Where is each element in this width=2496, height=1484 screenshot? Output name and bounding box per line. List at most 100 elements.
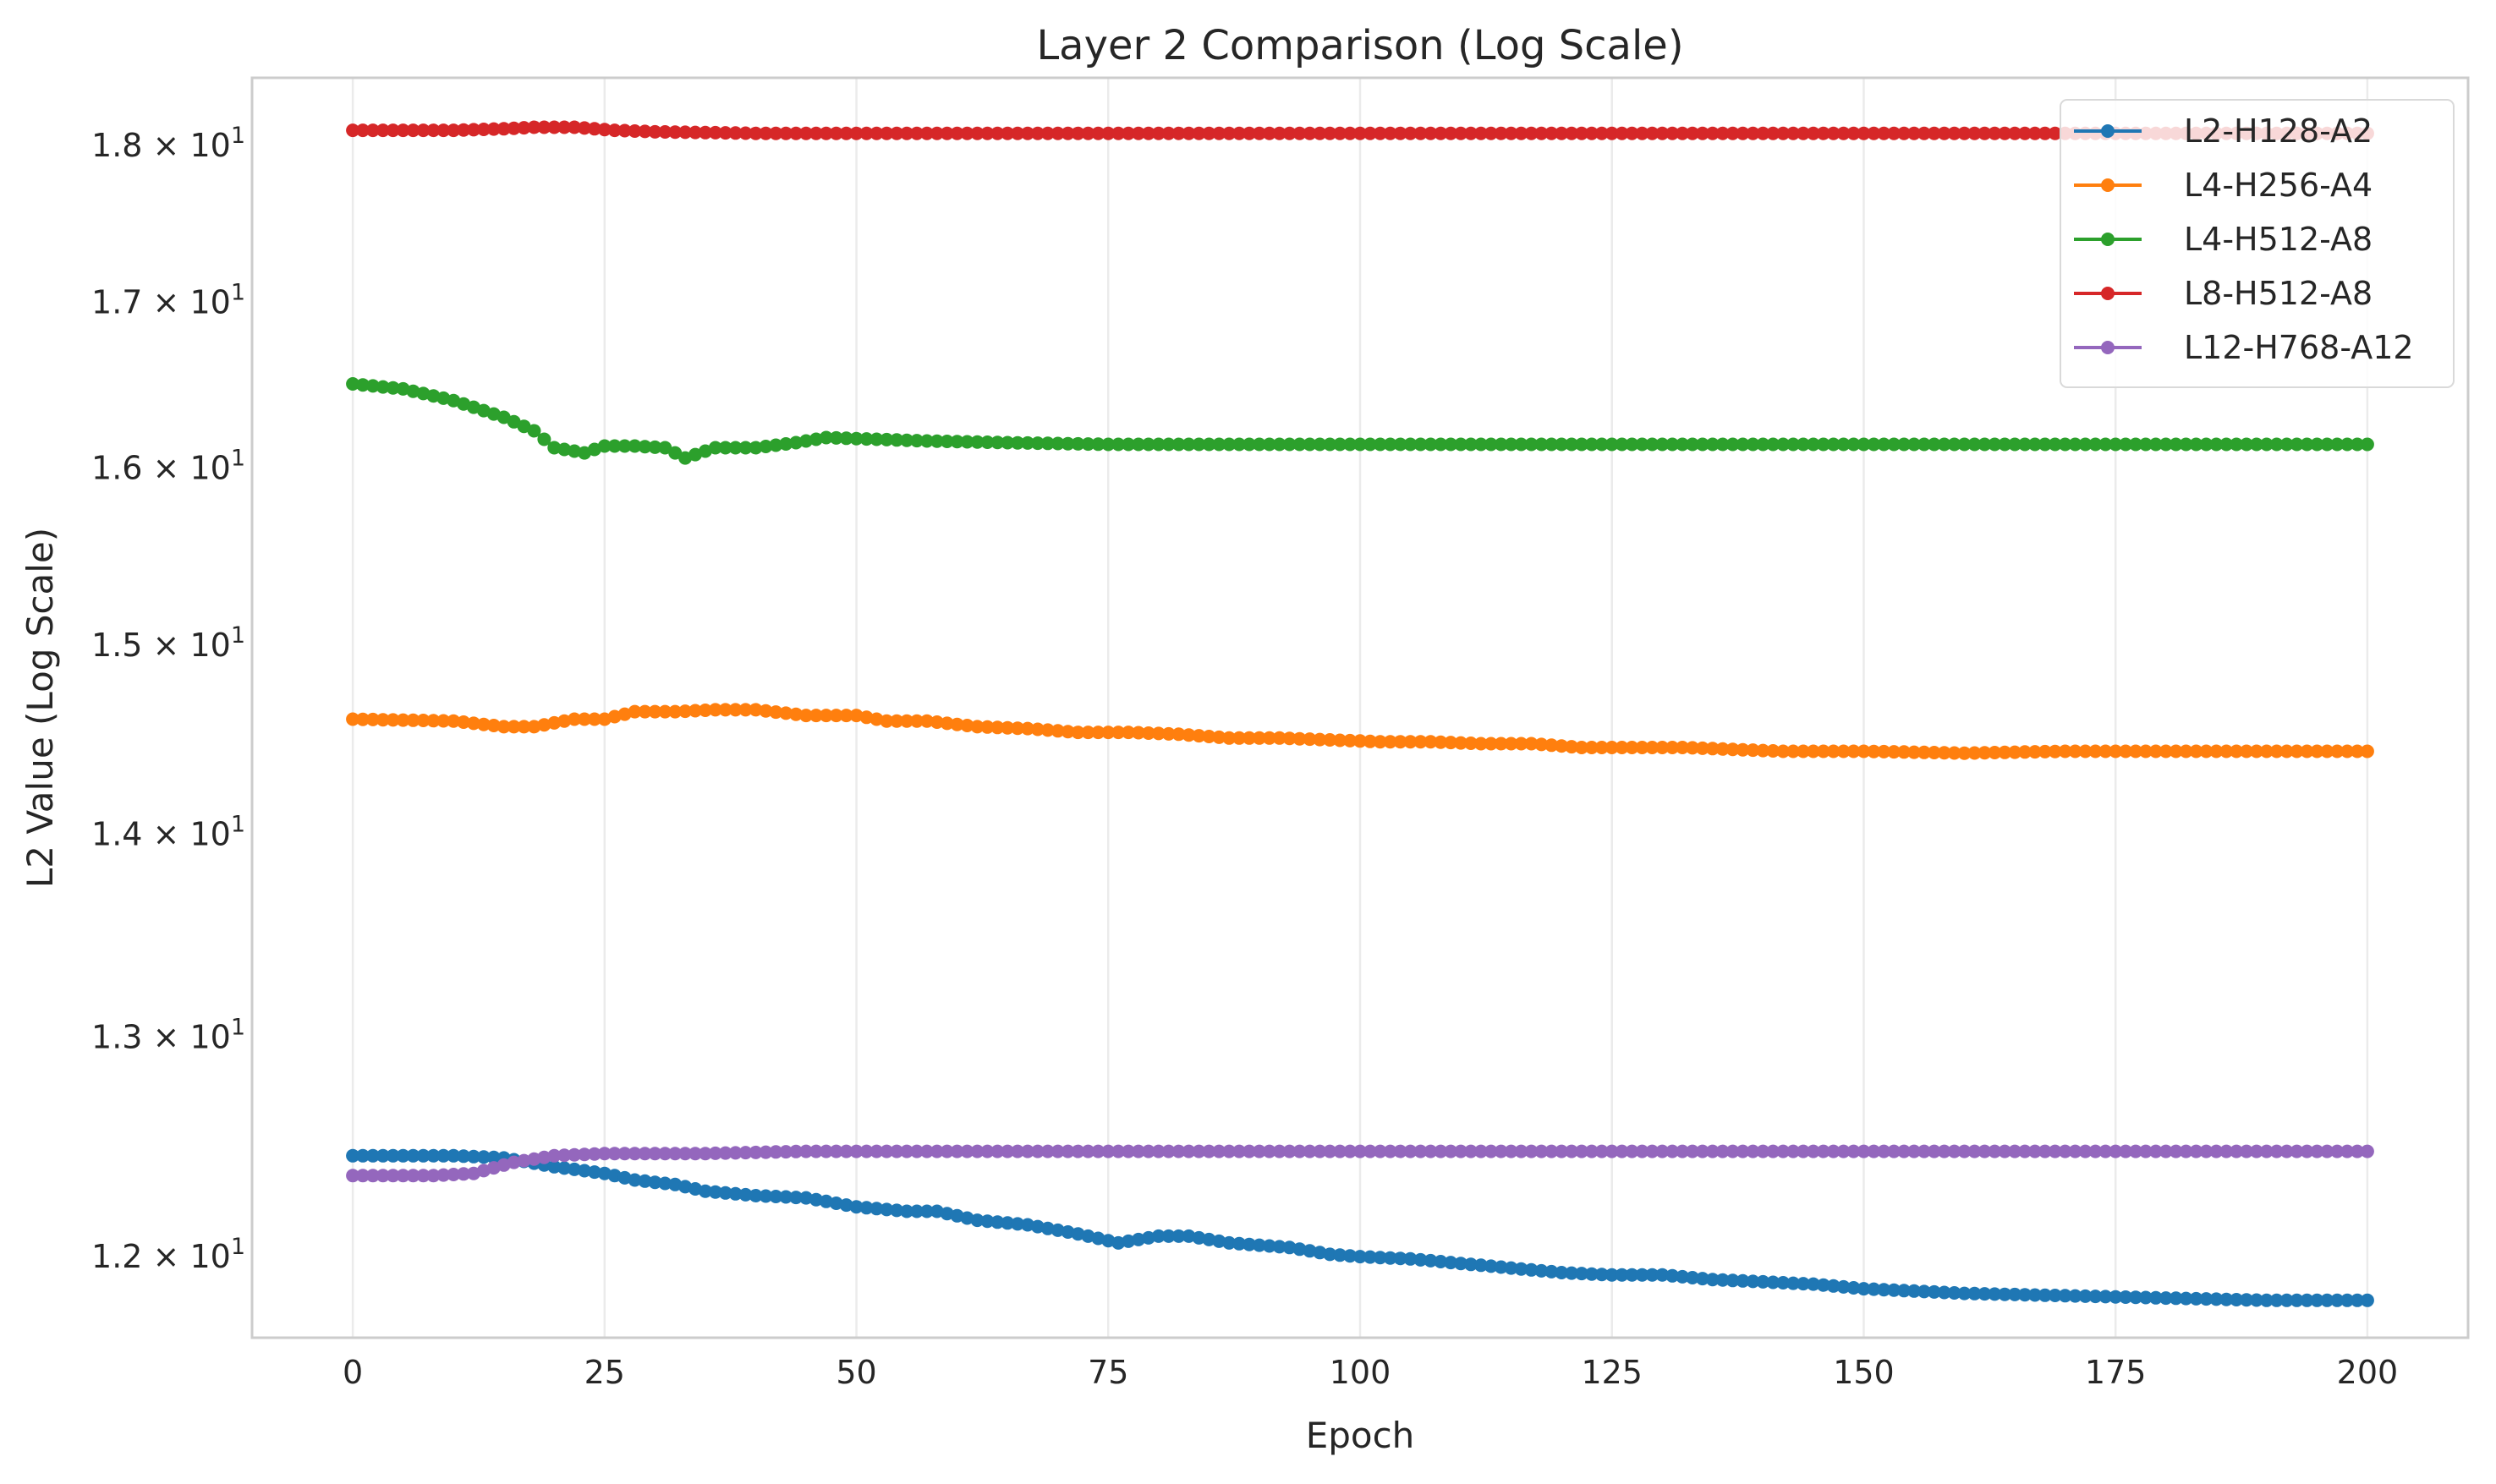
data-point	[2259, 744, 2274, 758]
data-point	[1182, 126, 1196, 140]
data-point	[1473, 1258, 1488, 1273]
data-point	[890, 433, 904, 447]
data-point	[1252, 1144, 1266, 1158]
data-point	[829, 709, 843, 723]
data-point	[1665, 1144, 1680, 1158]
data-point	[1343, 1144, 1358, 1158]
data-point	[1051, 436, 1065, 451]
data-point	[1081, 1229, 1095, 1243]
data-point	[547, 441, 562, 455]
data-point	[376, 1148, 390, 1163]
data-point	[578, 1164, 591, 1178]
data-point	[769, 705, 783, 720]
data-point	[346, 1148, 360, 1163]
data-point	[1111, 1235, 1126, 1250]
data-point	[1555, 1144, 1569, 1158]
data-point	[718, 126, 732, 140]
data-point	[728, 703, 743, 717]
data-point	[1645, 741, 1659, 754]
data-point	[1403, 735, 1418, 749]
data-point	[2159, 1291, 2173, 1306]
data-point	[1202, 126, 1216, 140]
data-point	[1424, 1144, 1438, 1158]
data-point	[880, 432, 894, 446]
data-point	[1836, 1144, 1851, 1158]
data-point	[1897, 1284, 1912, 1298]
data-point	[2078, 744, 2093, 758]
data-point	[607, 1147, 622, 1161]
data-point	[919, 1144, 934, 1158]
data-point	[496, 410, 511, 424]
data-point	[1243, 1237, 1256, 1251]
data-point	[486, 122, 501, 136]
data-point	[2088, 1290, 2103, 1304]
data-point	[2109, 1144, 2123, 1158]
svg-text:1.3 × 101: 1.3 × 101	[91, 1015, 245, 1056]
legend-marker	[2101, 124, 2115, 138]
data-point	[1776, 126, 1791, 140]
data-point	[2179, 1291, 2193, 1306]
data-point	[1786, 1276, 1801, 1290]
data-point	[1161, 1229, 1176, 1243]
data-point	[2088, 437, 2103, 452]
data-point	[1021, 126, 1034, 140]
data-point	[1091, 1231, 1105, 1246]
data-point	[587, 1165, 601, 1180]
data-point	[678, 125, 693, 140]
data-point	[990, 1144, 1005, 1158]
data-point	[1695, 1272, 1709, 1286]
data-point	[1071, 726, 1085, 740]
data-point	[517, 720, 531, 734]
data-point	[1665, 1268, 1680, 1283]
data-point	[2290, 1144, 2304, 1158]
data-point	[1575, 1144, 1588, 1158]
data-point	[930, 1144, 944, 1158]
data-point	[940, 126, 954, 140]
data-point	[1171, 727, 1186, 742]
data-point	[2351, 1144, 2364, 1158]
data-point	[1030, 1219, 1045, 1234]
data-point	[2048, 744, 2062, 758]
data-point	[1091, 437, 1105, 452]
data-point	[2048, 437, 2062, 452]
data-point	[1615, 741, 1629, 754]
data-point	[1998, 745, 2012, 759]
data-point	[1695, 1144, 1709, 1158]
data-point	[1947, 437, 1961, 452]
data-point	[1806, 1144, 1820, 1158]
data-point	[1454, 736, 1468, 750]
data-point	[1383, 126, 1397, 140]
data-point	[527, 424, 541, 438]
data-point	[2179, 1144, 2193, 1158]
data-point	[1202, 1144, 1216, 1158]
data-point	[2159, 744, 2173, 758]
data-point	[2058, 1289, 2072, 1303]
data-point	[1111, 437, 1126, 452]
data-point	[919, 434, 934, 448]
data-point	[819, 126, 833, 140]
data-point	[1514, 737, 1528, 751]
data-point	[2279, 744, 2294, 758]
data-point	[1857, 1144, 1871, 1158]
data-point	[769, 1145, 783, 1159]
legend-item: L2-H128-A2	[2074, 112, 2373, 150]
series-L4-H512-A8	[346, 377, 2374, 465]
data-point	[1615, 1144, 1629, 1158]
y-tick-mantissa: 1.4 × 10	[91, 815, 231, 852]
data-point	[1040, 1144, 1055, 1158]
data-point	[1262, 437, 1276, 452]
data-point	[2310, 1293, 2324, 1307]
legend: L2-H128-A2 L4-H256-A4 L4-H512-A8 L8-H512-A8…	[2060, 99, 2455, 388]
data-point	[1605, 1144, 1619, 1158]
data-point	[537, 1150, 551, 1164]
data-point	[1393, 126, 1407, 140]
data-point	[517, 121, 531, 135]
legend-item: L4-H512-A8	[2074, 221, 2373, 258]
data-point	[1393, 735, 1407, 749]
data-point	[1947, 126, 1961, 140]
data-point	[819, 709, 833, 723]
data-point	[2088, 1144, 2103, 1158]
data-point	[1011, 1144, 1025, 1158]
data-point	[1040, 436, 1055, 451]
data-point	[1222, 437, 1237, 452]
